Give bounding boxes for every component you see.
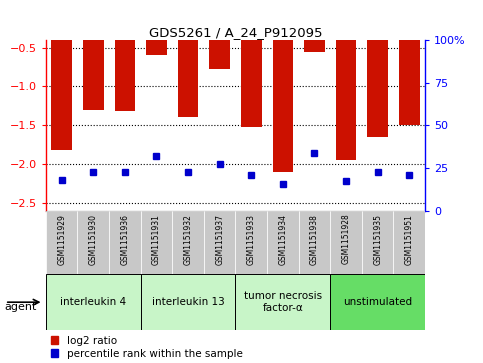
- Text: GSM1151933: GSM1151933: [247, 214, 256, 265]
- Bar: [267, 211, 298, 274]
- Bar: [204, 211, 236, 274]
- Bar: [368, 9, 388, 137]
- Bar: [336, 9, 356, 160]
- Bar: [109, 211, 141, 274]
- Bar: [236, 211, 267, 274]
- Bar: [146, 9, 167, 56]
- Bar: [114, 9, 135, 111]
- Text: interleukin 4: interleukin 4: [60, 297, 127, 307]
- Text: GSM1151951: GSM1151951: [405, 214, 414, 265]
- Text: GSM1151929: GSM1151929: [57, 214, 66, 265]
- Text: GSM1151931: GSM1151931: [152, 214, 161, 265]
- Bar: [210, 9, 230, 69]
- Text: GSM1151932: GSM1151932: [184, 214, 193, 265]
- Bar: [141, 211, 172, 274]
- Bar: [172, 211, 204, 274]
- Bar: [46, 211, 77, 274]
- Text: GSM1151935: GSM1151935: [373, 214, 382, 265]
- Bar: [304, 9, 325, 52]
- Bar: [394, 211, 425, 274]
- Bar: [330, 211, 362, 274]
- Text: GSM1151930: GSM1151930: [89, 214, 98, 265]
- Bar: [77, 211, 109, 274]
- Text: GSM1151934: GSM1151934: [278, 214, 287, 265]
- Title: GDS5261 / A_24_P912095: GDS5261 / A_24_P912095: [149, 26, 322, 39]
- Bar: [46, 274, 141, 330]
- Text: tumor necrosis
factor-α: tumor necrosis factor-α: [244, 291, 322, 313]
- Bar: [141, 274, 236, 330]
- Text: unstimulated: unstimulated: [343, 297, 412, 307]
- Bar: [362, 211, 394, 274]
- Bar: [241, 9, 261, 127]
- Text: GSM1151928: GSM1151928: [341, 214, 351, 265]
- Text: agent: agent: [5, 302, 37, 312]
- Bar: [330, 274, 425, 330]
- Bar: [298, 211, 330, 274]
- Bar: [399, 9, 420, 125]
- Legend: log2 ratio, percentile rank within the sample: log2 ratio, percentile rank within the s…: [47, 331, 247, 363]
- Bar: [272, 9, 293, 172]
- Bar: [83, 9, 103, 110]
- Bar: [51, 9, 72, 150]
- Text: GSM1151936: GSM1151936: [120, 214, 129, 265]
- Text: GSM1151938: GSM1151938: [310, 214, 319, 265]
- Bar: [178, 9, 199, 118]
- Text: GSM1151937: GSM1151937: [215, 214, 224, 265]
- Bar: [236, 274, 330, 330]
- Text: interleukin 13: interleukin 13: [152, 297, 225, 307]
